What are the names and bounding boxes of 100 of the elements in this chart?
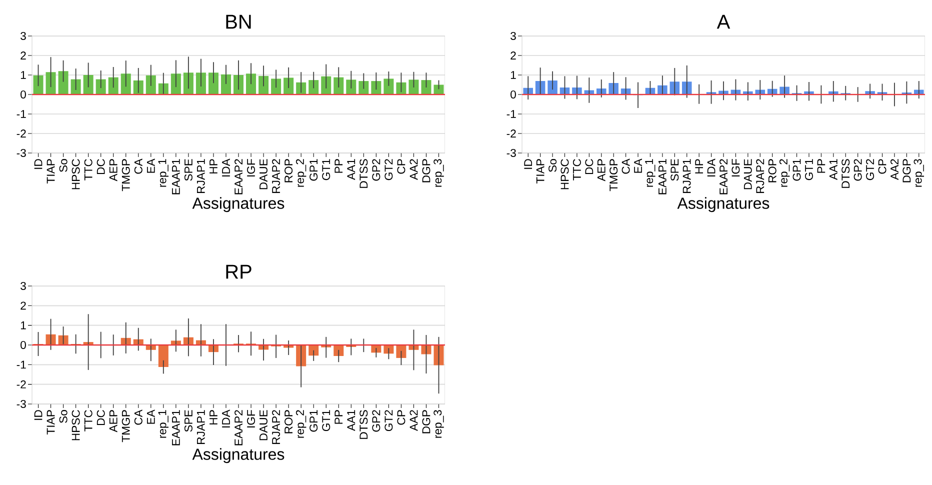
x-tick-label: rep_2 [779, 159, 790, 187]
x-tick-label: EAAP2 [234, 410, 242, 446]
y-tick-label: -2 [16, 130, 26, 138]
x-tick-label: GT1 [804, 159, 813, 180]
x-tick-label: AEP [597, 159, 606, 182]
x-tick-label: SPE [184, 159, 192, 181]
x-tick-label: rep_3 [914, 159, 924, 187]
x-tick-label: PP [334, 410, 343, 424]
x-tick-label: PP [334, 159, 343, 173]
x-tick-label: rep_3 [434, 159, 444, 187]
y-tick-label: 1 [510, 71, 516, 79]
x-tick-label: AA1 [347, 159, 356, 180]
x-tick-label: EA [634, 158, 642, 173]
x-tick-label: DC [96, 159, 105, 174]
x-tick-label: IDA [707, 158, 716, 176]
x-tick-label: HP [210, 159, 218, 174]
x-tick-label: GT2 [384, 159, 393, 180]
y-tick-label: -3 [16, 400, 26, 408]
x-tick-label: EAAP1 [172, 410, 180, 446]
x-tick-label: IGF [732, 159, 740, 176]
x-tick-label: TTC [84, 159, 92, 180]
x-tick-label: GP2 [854, 159, 862, 181]
y-tick-label: -1 [506, 110, 516, 118]
x-tick-label: CA [134, 158, 142, 174]
x-tick-label: DC [96, 410, 105, 426]
x-tick-label: TTC [84, 410, 92, 432]
x-tick-label: EAAP1 [658, 159, 666, 194]
x-tick-label: TIAP [46, 159, 55, 184]
x-tick-label: rep_1 [645, 159, 656, 187]
x-tick-label: DGP [902, 159, 911, 182]
y-tick-label: -3 [506, 148, 516, 157]
x-tick-label: DC [585, 159, 594, 174]
x-tick-label: GP2 [372, 159, 380, 181]
x-tick-label: HPSC [72, 410, 80, 440]
x-tick-label: AA1 [830, 159, 838, 180]
x-tick-label: RJAP2 [272, 410, 280, 444]
chart-title: RP [226, 264, 252, 279]
x-tick-label: IDA [222, 410, 230, 428]
x-tick-label: AA2 [410, 159, 418, 180]
x-axis-title: Assignatures [677, 197, 770, 212]
x-tick-label: HPSC [560, 159, 569, 190]
x-tick-label: GT2 [384, 410, 393, 432]
x-tick-label: So [59, 410, 68, 423]
x-tick-label: DTSS [360, 159, 368, 188]
x-tick-label: EAAP1 [172, 159, 180, 194]
x-tick-label: AA2 [410, 410, 418, 431]
y-tick-label: 1 [20, 71, 26, 79]
x-tick-label: RJAP2 [756, 159, 764, 193]
x-tick-label: RJAP1 [197, 159, 205, 193]
x-tick-label: EAAP2 [234, 159, 242, 194]
x-tick-label: So [548, 159, 557, 172]
x-tick-label: HP [695, 159, 703, 174]
y-tick-label: -2 [506, 130, 516, 138]
x-tick-label: AA1 [347, 410, 356, 431]
y-tick-label: -2 [16, 380, 26, 388]
x-tick-label: AA2 [890, 159, 898, 180]
x-tick-label: GT1 [322, 410, 330, 432]
x-tick-label: GT1 [322, 159, 330, 180]
x-tick-label: IDA [222, 158, 230, 176]
x-tick-label: SPE [670, 159, 679, 181]
y-tick-label: 2 [510, 52, 516, 60]
x-tick-label: HP [210, 410, 218, 424]
x-tick-label: CP [878, 159, 886, 174]
x-tick-label: PP [817, 159, 826, 173]
x-tick-label: rep_2 [296, 159, 306, 187]
x-tick-label: TMGP [122, 159, 130, 192]
x-tick-label: GP1 [792, 159, 801, 181]
y-tick-label: 0 [20, 340, 26, 349]
x-tick-label: ID [34, 159, 42, 169]
x-tick-label: ROP [284, 159, 293, 182]
x-tick-label: HPSC [72, 159, 80, 190]
x-tick-label: GT2 [866, 159, 874, 180]
x-tick-label: DGP [422, 410, 430, 434]
x-tick-label: GP1 [310, 410, 318, 432]
x-tick-label: DAUE [260, 159, 268, 190]
x-axis-title: Assignatures [192, 197, 284, 212]
y-tick-label: -3 [16, 148, 26, 157]
x-tick-label: AEP [109, 410, 118, 432]
x-tick-label: TMGP [610, 159, 618, 192]
x-tick-label: IGF [247, 159, 256, 176]
x-tick-label: IGF [247, 410, 256, 428]
y-tick-label: 2 [20, 52, 26, 60]
y-tick-label: 1 [20, 321, 26, 330]
y-tick-label: 3 [20, 282, 26, 290]
x-tick-label: GP1 [310, 159, 318, 181]
x-tick-label: SPE [184, 410, 192, 432]
x-tick-label: rep_1 [158, 159, 168, 187]
x-tick-label: rep_2 [296, 410, 306, 438]
y-tick-label: -1 [16, 360, 26, 369]
x-tick-label: So [59, 159, 68, 172]
x-tick-label: rep_3 [434, 410, 444, 438]
x-tick-label: CP [397, 410, 406, 425]
y-tick-label: 0 [510, 90, 516, 98]
y-tick-label: 3 [20, 32, 26, 40]
x-tick-label: DAUE [260, 410, 268, 440]
x-tick-label: EA [147, 410, 155, 424]
x-tick-label: GP2 [372, 410, 380, 432]
y-tick-label: 2 [20, 302, 26, 310]
x-tick-label: TIAP [536, 159, 544, 184]
x-tick-label: AEP [109, 159, 118, 182]
